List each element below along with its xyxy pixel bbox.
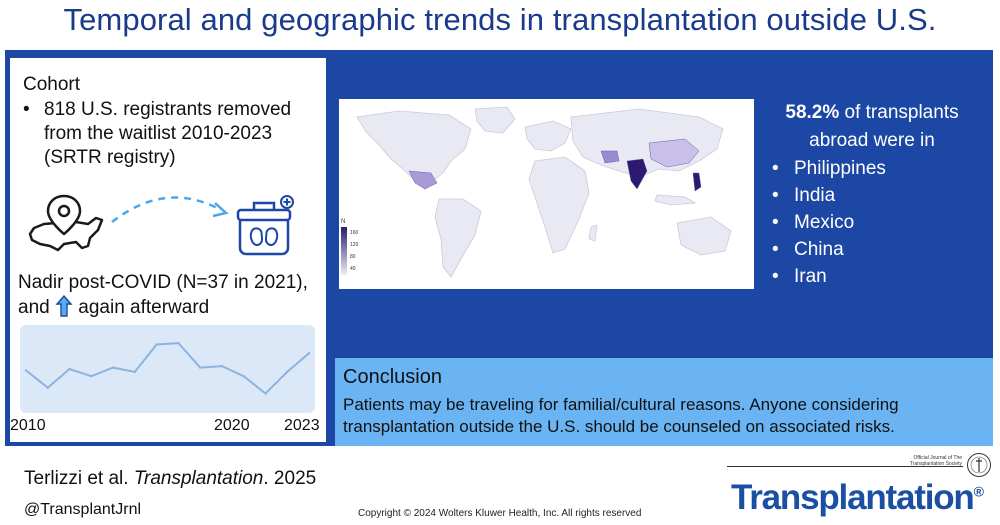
world-map-svg: N 160 120 80 40 bbox=[341, 106, 732, 278]
map-mexico-highlight bbox=[408, 170, 438, 190]
map-legend-tick: 40 bbox=[350, 266, 356, 272]
map-greenland bbox=[474, 106, 516, 134]
chart-point-2019 bbox=[220, 364, 224, 368]
society-seal-icon bbox=[967, 453, 991, 477]
chart-series-line bbox=[25, 342, 310, 395]
conclusion-box: Conclusion Patients may be traveling for… bbox=[335, 358, 993, 446]
trend-sparkline-chart bbox=[20, 325, 315, 413]
map-legend-tick: 160 bbox=[350, 230, 359, 236]
up-arrow-icon bbox=[55, 294, 73, 317]
citation-year: . 2025 bbox=[263, 468, 317, 489]
cohort-text: 818 U.S. registrants removed from the wa… bbox=[44, 99, 292, 168]
copyright-text: Copyright © 2024 Wolters Kluwer Health, … bbox=[358, 508, 642, 519]
x-tick-label-2023: 2023 bbox=[284, 417, 320, 434]
journal-logo-text: Transplantation bbox=[731, 478, 975, 517]
map-india-highlight bbox=[626, 158, 648, 190]
chart-point-2011 bbox=[46, 386, 49, 389]
flow-graphic bbox=[28, 194, 294, 256]
citation-authors: Terlizzi et al. bbox=[24, 468, 134, 489]
country-item: • Iran bbox=[772, 266, 827, 287]
citation-journal: Transplantation bbox=[133, 468, 264, 489]
country-item: • Philippines bbox=[772, 158, 886, 179]
chart-point-2014 bbox=[111, 366, 115, 369]
nadir-text-after: again afterward bbox=[78, 297, 210, 318]
journal-logo-mark: ® bbox=[973, 483, 984, 500]
map-legend-tick: 120 bbox=[350, 242, 359, 248]
location-pin-usa-icon bbox=[28, 194, 104, 252]
map-south-america bbox=[434, 198, 482, 278]
journal-divider bbox=[727, 466, 963, 467]
citation: Terlizzi et al. Transplantation. 2025 bbox=[24, 468, 316, 490]
chart-point-2010 bbox=[24, 369, 28, 372]
map-africa bbox=[528, 156, 590, 254]
chart-plot-area bbox=[20, 325, 315, 413]
x-tick-label-2010: 2010 bbox=[10, 417, 46, 434]
left-panel: Cohort • 818 U.S. registrants removed fr… bbox=[10, 58, 326, 442]
map-asia bbox=[570, 108, 724, 178]
world-map: N 160 120 80 40 bbox=[339, 99, 754, 289]
flow-arrow bbox=[111, 196, 222, 223]
chart-point-2023 bbox=[307, 352, 311, 355]
map-iran-highlight bbox=[600, 150, 620, 164]
x-tick-label-2020: 2020 bbox=[214, 417, 250, 434]
country-item: • China bbox=[772, 239, 844, 260]
country-item: • Mexico bbox=[772, 212, 855, 233]
chart-point-2018 bbox=[199, 366, 202, 369]
country-item: • India bbox=[772, 185, 836, 206]
chart-point-2012 bbox=[68, 367, 71, 371]
stat-line-1-rest: of transplants bbox=[844, 102, 959, 123]
chart-point-2017 bbox=[177, 341, 180, 345]
nadir-text: Nadir post-COVID (N=37 in 2021), and aga… bbox=[18, 270, 323, 320]
map-legend-gradient bbox=[341, 227, 347, 275]
organ-transport-cooler-icon bbox=[236, 195, 294, 256]
page-title: Temporal and geographic trends in transp… bbox=[63, 2, 937, 37]
nadir-text-before: Nadir post-COVID (N=37 in 2021), and bbox=[18, 272, 308, 318]
country-list: • Philippines • India • Mexico • China • Iran bbox=[762, 155, 982, 290]
cohort-bullet: • bbox=[23, 99, 30, 120]
chart-point-2013 bbox=[90, 375, 93, 378]
map-indonesia bbox=[654, 194, 697, 206]
chart-point-2020 bbox=[242, 375, 245, 378]
stat-box: 58.2% of transplants abroad were in • Phi… bbox=[762, 99, 982, 290]
chart-point-2015 bbox=[133, 370, 136, 374]
journal-tagline: Official Journal of The Transplantation … bbox=[909, 455, 962, 467]
map-philippines-highlight bbox=[692, 172, 702, 192]
twitter-handle: @TransplantJrnl bbox=[24, 501, 142, 518]
stat-line-2: abroad were in bbox=[809, 130, 935, 151]
stat-percent: 58.2% bbox=[785, 102, 840, 123]
map-australia bbox=[676, 216, 732, 256]
chart-point-2016 bbox=[155, 343, 158, 346]
cohort-heading: Cohort bbox=[23, 74, 81, 95]
conclusion-heading: Conclusion bbox=[343, 366, 442, 388]
map-legend-tick: 80 bbox=[350, 254, 356, 260]
map-china-highlight bbox=[648, 138, 700, 168]
conclusion-text: Patients may be traveling for familial/c… bbox=[343, 395, 899, 436]
journal-logo: Transplantation® bbox=[731, 478, 984, 518]
stat-line-1: 58.2% of transplants bbox=[762, 99, 982, 127]
map-madagascar bbox=[588, 224, 598, 242]
map-europe bbox=[524, 120, 572, 152]
map-legend-title: N bbox=[341, 219, 345, 225]
map-legend: N 160 120 80 40 bbox=[341, 219, 359, 275]
chart-point-2021 bbox=[264, 392, 267, 395]
chart-point-2022 bbox=[286, 370, 289, 374]
